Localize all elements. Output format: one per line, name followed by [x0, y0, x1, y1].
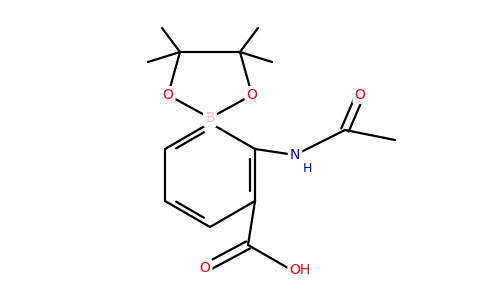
Text: H: H — [302, 163, 312, 176]
Text: N: N — [290, 148, 300, 162]
Text: O: O — [163, 88, 173, 102]
Text: O: O — [355, 88, 365, 102]
Text: O: O — [246, 88, 257, 102]
Text: B: B — [205, 111, 215, 125]
Text: OH: OH — [289, 263, 311, 277]
Text: O: O — [199, 261, 211, 275]
